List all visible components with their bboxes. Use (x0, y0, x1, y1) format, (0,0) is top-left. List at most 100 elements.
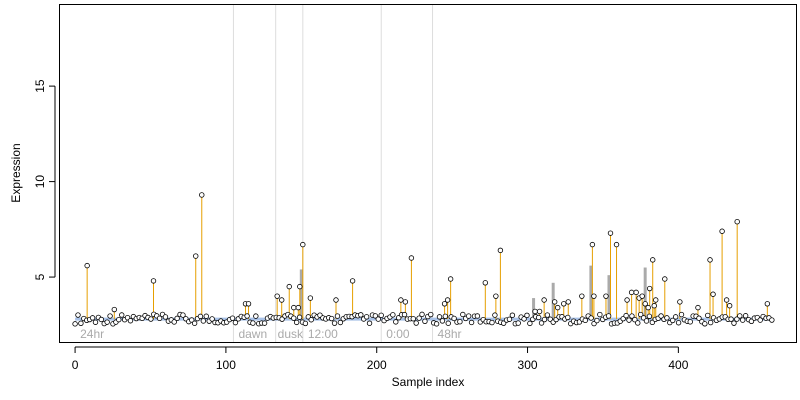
peak-point (307, 295, 314, 301)
baseline-point (637, 311, 644, 318)
baseline-point (506, 316, 513, 322)
baseline-point (594, 317, 600, 324)
peak-point (532, 308, 538, 315)
baseline-point (253, 313, 259, 319)
peak-point (677, 299, 683, 305)
baseline-point (605, 313, 612, 319)
baseline-point (422, 318, 428, 325)
peak-point (613, 241, 620, 248)
baseline-point (308, 317, 314, 323)
baseline-point (433, 321, 440, 327)
peak-point (647, 285, 653, 292)
baseline-point (588, 315, 594, 321)
baseline-point (687, 319, 693, 325)
baseline-point (740, 317, 746, 323)
points-group (72, 192, 775, 327)
baseline-point (261, 320, 268, 326)
y-tick-label: 5 (33, 273, 47, 280)
baseline-point (401, 311, 408, 318)
peak-point (628, 289, 635, 296)
baseline-point (162, 314, 169, 320)
baseline-point (623, 312, 629, 319)
peak-point (645, 304, 651, 311)
peak-point (536, 308, 543, 315)
baseline-point (104, 319, 110, 325)
baseline-point (302, 320, 309, 327)
x-tick-label: 200 (367, 358, 387, 372)
peak-point (607, 230, 614, 236)
baseline-point (116, 316, 122, 323)
baseline-point (748, 318, 755, 324)
peak-point (589, 241, 596, 248)
baseline-point (89, 315, 96, 321)
baseline-point (127, 318, 134, 324)
baseline-point (597, 311, 603, 318)
peak-point (707, 257, 713, 263)
peak-point (650, 257, 656, 263)
baseline-point (629, 313, 635, 319)
baseline-point (457, 319, 463, 325)
peak-point (291, 304, 297, 311)
plot-frame (59, 4, 797, 343)
region-label: 0:00 (386, 327, 410, 341)
y-tick-label: 10 (33, 175, 47, 189)
baseline-point (428, 311, 434, 318)
peak-point (734, 218, 740, 225)
peak-point (274, 293, 280, 299)
baseline-point (200, 318, 207, 324)
baseline-point (98, 316, 105, 323)
peak-point (447, 276, 454, 282)
baseline-point (769, 317, 775, 323)
peak-point (444, 297, 451, 303)
baseline-point (492, 312, 498, 318)
peak-point (300, 241, 306, 248)
baseline-point (119, 312, 125, 318)
x-axis: 0 100 200 300 400 (72, 346, 689, 372)
baseline-point (678, 311, 685, 318)
stems-group (86, 194, 768, 320)
baseline-point (734, 316, 740, 322)
x-tick-label: 400 (668, 358, 688, 372)
peak-point (441, 301, 448, 307)
baseline-point (565, 314, 571, 321)
peak-point (726, 303, 733, 309)
peak-point (662, 276, 668, 282)
peak-point (551, 299, 558, 305)
peak-point (710, 291, 716, 297)
baseline-point (107, 313, 113, 319)
peak-point (639, 293, 645, 299)
baseline-point (737, 313, 743, 319)
peak-point (111, 306, 117, 313)
baseline-point (171, 319, 177, 325)
baseline-point (229, 315, 236, 321)
baseline-point (296, 314, 303, 320)
peak-point (651, 303, 657, 309)
y-axis: 5 10 15 (33, 79, 56, 280)
baseline-point (705, 312, 711, 319)
x-axis-label: Sample index (392, 375, 465, 389)
peak-point (493, 293, 499, 299)
peak-point (150, 278, 157, 284)
region-label: dusk (278, 327, 304, 341)
peak-point (633, 289, 639, 296)
region-labels-group: 24hr dawn dusk 12:00 0:00 48hr (80, 327, 461, 341)
baseline-point (410, 316, 416, 322)
baseline-point (174, 315, 180, 322)
baseline-point (180, 312, 186, 318)
peak-point (286, 283, 292, 290)
baseline-point (442, 313, 449, 320)
baseline-point (92, 319, 99, 325)
peak-point (579, 293, 585, 299)
baseline-point (375, 316, 381, 322)
baseline-point (675, 320, 682, 326)
baseline-point (646, 313, 653, 319)
y-axis-label: Expression (9, 143, 23, 202)
region-label: dawn (238, 327, 267, 341)
baseline-point (582, 317, 588, 324)
baseline-point (232, 319, 239, 326)
y-tick-label: 15 (33, 79, 47, 93)
baseline-point (390, 312, 396, 318)
peak-point (408, 255, 415, 261)
peak-point (245, 301, 252, 307)
